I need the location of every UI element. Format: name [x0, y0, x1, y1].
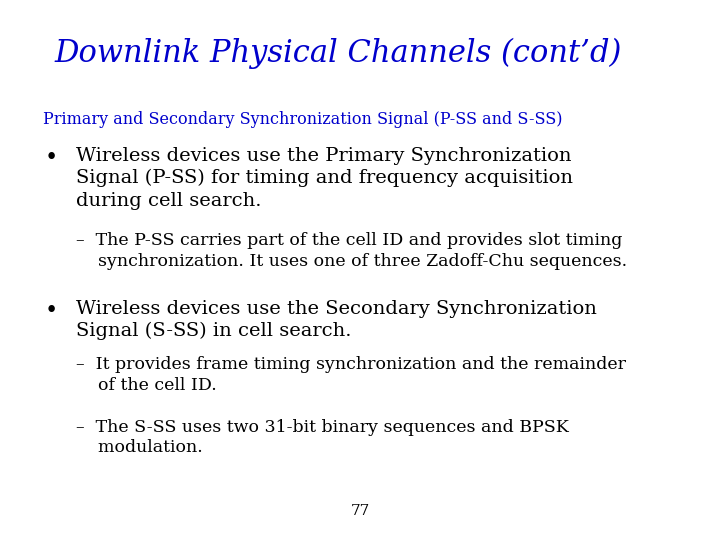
- Text: Wireless devices use the Secondary Synchronization
Signal (S-SS) in cell search.: Wireless devices use the Secondary Synch…: [76, 300, 596, 340]
- Text: –  The S-SS uses two 31-bit binary sequences and BPSK
    modulation.: – The S-SS uses two 31-bit binary sequen…: [76, 418, 569, 456]
- Text: –  The P-SS carries part of the cell ID and provides slot timing
    synchroniza: – The P-SS carries part of the cell ID a…: [76, 232, 626, 270]
- Text: •: •: [45, 147, 58, 169]
- Text: Wireless devices use the Primary Synchronization
Signal (P-SS) for timing and fr: Wireless devices use the Primary Synchro…: [76, 147, 572, 210]
- Text: 77: 77: [351, 504, 369, 518]
- Text: Downlink Physical Channels (cont’d): Downlink Physical Channels (cont’d): [54, 38, 621, 69]
- Text: –  It provides frame timing synchronization and the remainder
    of the cell ID: – It provides frame timing synchronizati…: [76, 356, 626, 394]
- Text: Primary and Secondary Synchronization Signal (P-SS and S-SS): Primary and Secondary Synchronization Si…: [43, 111, 563, 127]
- Text: •: •: [45, 300, 58, 322]
